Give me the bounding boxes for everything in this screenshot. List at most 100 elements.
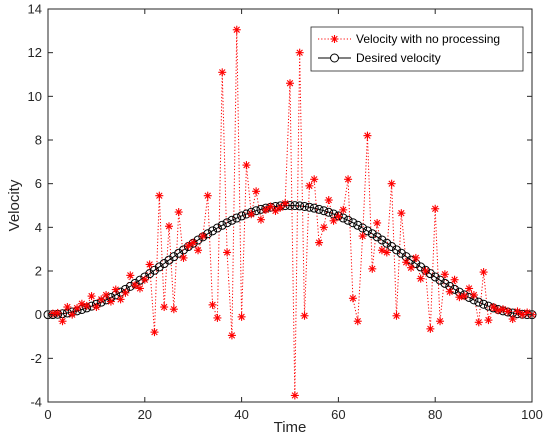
- noisy-velocity-point: [324, 196, 333, 205]
- noisy-velocity-point: [392, 311, 401, 320]
- y-tick-label: 8: [35, 133, 42, 148]
- x-axis-label: Time: [274, 419, 307, 436]
- noisy-velocity-point: [373, 218, 382, 227]
- desired-velocity-point: [387, 242, 397, 252]
- noisy-velocity-point: [53, 308, 62, 317]
- noisy-velocity-point: [87, 292, 96, 301]
- noisy-velocity-point: [382, 248, 391, 257]
- plot-frame: [47, 8, 533, 403]
- y-tick-label: 0: [35, 307, 42, 322]
- noisy-velocity-point: [479, 268, 488, 277]
- noisy-velocity-point: [261, 205, 270, 214]
- x-tick-label: 100: [521, 407, 543, 422]
- desired-velocity-point: [435, 275, 445, 285]
- noisy-velocity-point: [174, 208, 183, 217]
- desired-velocity-point: [232, 213, 242, 223]
- noisy-velocity-point: [58, 317, 67, 326]
- desired-velocity-point: [324, 207, 334, 217]
- noisy-velocity-point: [218, 68, 227, 77]
- desired-velocity-point: [212, 223, 222, 233]
- desired-velocity-point: [382, 238, 392, 248]
- noisy-velocity-point: [344, 175, 353, 184]
- noisy-velocity-point: [489, 303, 498, 312]
- noisy-velocity-point: [203, 191, 212, 200]
- noisy-velocity-point: [232, 25, 241, 34]
- noisy-velocity-point: [237, 312, 246, 321]
- noisy-velocity-point: [121, 288, 130, 297]
- noisy-velocity-point: [363, 131, 372, 140]
- desired-velocity-point: [304, 202, 314, 212]
- desired-velocity-point: [169, 252, 179, 262]
- noisy-velocity-point: [368, 264, 377, 273]
- legend-label-desired-velocity: Desired velocity: [356, 51, 441, 65]
- desired-velocity-point: [353, 220, 363, 230]
- noisy-velocity-point: [189, 238, 198, 247]
- noisy-velocity-point: [252, 187, 261, 196]
- x-axis: 0 20 40 60 80 100: [44, 9, 543, 422]
- desired-velocity-point: [372, 232, 382, 242]
- noisy-velocity-point: [290, 391, 299, 400]
- desired-velocity-point: [319, 206, 329, 216]
- noisy-velocity-point: [402, 258, 411, 267]
- noisy-velocity-point: [68, 310, 77, 319]
- x-tick-label: 20: [138, 407, 152, 422]
- noisy-velocity-point: [416, 274, 425, 283]
- desired-velocity-point: [179, 245, 189, 255]
- y-tick-label: 6: [35, 176, 42, 191]
- noisy-velocity-point: [300, 311, 309, 320]
- desired-velocity-point: [440, 278, 450, 288]
- noisy-velocity-point: [411, 253, 420, 262]
- noisy-velocity-point: [305, 181, 314, 190]
- desired-velocity-point: [285, 201, 295, 210]
- desired-velocity-point: [203, 229, 213, 239]
- noisy-velocity-point: [271, 206, 280, 215]
- desired-velocity-point: [309, 203, 319, 213]
- noisy-velocity-point: [179, 253, 188, 262]
- noisy-velocity-point: [116, 295, 125, 304]
- legend: Velocity with no processing Desired velo…: [310, 26, 524, 72]
- legend-marker-velocity-no-processing: [330, 35, 339, 43]
- noisy-velocity-point: [208, 300, 217, 309]
- x-tick-label: 60: [331, 407, 345, 422]
- noisy-velocity-point: [227, 331, 236, 340]
- noisy-velocity-line: [52, 29, 533, 396]
- noisy-velocity-point: [397, 209, 406, 218]
- noisy-velocity-point: [503, 307, 512, 316]
- desired-velocity-point: [343, 215, 353, 225]
- noisy-velocity-point: [102, 291, 111, 300]
- desired-velocity-point: [154, 262, 164, 272]
- noisy-velocity-point: [131, 281, 140, 290]
- desired-velocity-point: [450, 284, 460, 294]
- series-layer: [43, 25, 537, 400]
- desired-velocity-point: [425, 269, 435, 279]
- noisy-velocity-point: [276, 203, 285, 212]
- legend-label-velocity-no-processing: Velocity with no processing: [356, 32, 500, 46]
- desired-velocity-point: [237, 211, 247, 221]
- y-tick-label: 10: [28, 89, 42, 104]
- noisy-velocity-point: [295, 48, 304, 57]
- y-tick-label: -2: [30, 351, 42, 366]
- y-tick-label: 14: [28, 2, 42, 17]
- desired-velocity-point: [416, 262, 426, 272]
- y-tick-label: 12: [28, 45, 42, 60]
- noisy-velocity-point: [82, 301, 91, 310]
- legend-marker-desired-velocity: [330, 53, 339, 63]
- noisy-velocity-point: [465, 284, 474, 293]
- desired-velocity-point: [391, 245, 401, 255]
- noisy-velocity-point: [455, 293, 464, 302]
- x-tick-label: 40: [234, 407, 248, 422]
- desired-velocity-point: [396, 248, 406, 258]
- noisy-velocity-point: [242, 161, 251, 170]
- noisy-velocity-point: [281, 199, 290, 208]
- desired-velocity-point: [430, 272, 440, 282]
- noisy-velocity-point: [450, 275, 459, 284]
- noisy-velocity-point: [494, 306, 503, 315]
- desired-velocity-point: [222, 218, 232, 228]
- noisy-velocity-point: [223, 248, 232, 257]
- noisy-velocity-point: [92, 303, 101, 312]
- desired-velocity-point: [479, 299, 489, 309]
- desired-velocity-point: [208, 226, 218, 236]
- noisy-velocity-point: [339, 205, 348, 214]
- x-tick-label: 0: [44, 407, 51, 422]
